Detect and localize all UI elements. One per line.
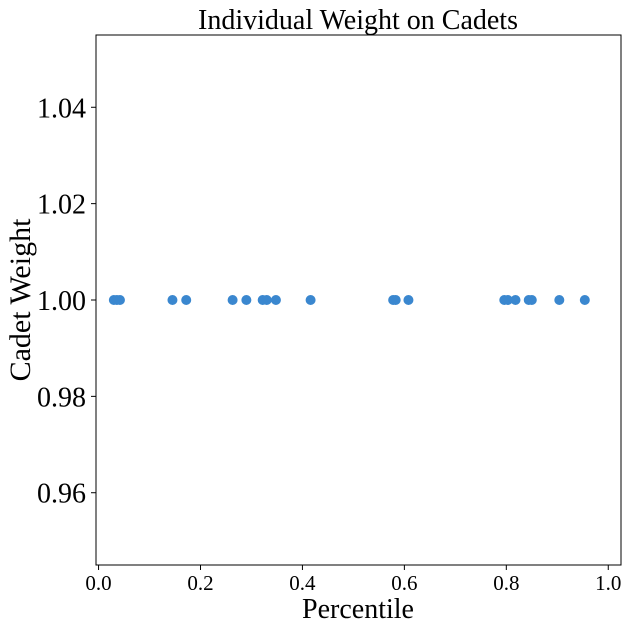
data-point [403,295,414,305]
y-tick-label: 0.96 [37,479,86,510]
data-point [554,295,565,305]
data-point [261,295,272,305]
data-point [390,295,401,305]
data-point [270,295,281,305]
x-axis-label: Percentile [302,594,414,625]
y-tick-label: 0.98 [37,382,86,413]
x-tick-label: 0.4 [289,571,316,595]
data-point [167,295,178,305]
data-points [108,295,590,305]
y-tick-label: 1.04 [37,93,86,124]
x-tick-label: 0.2 [187,571,213,595]
x-tick-label: 0.8 [493,571,519,595]
y-axis: 0.96 0.98 1.00 1.02 1.04 [37,93,96,510]
data-point [241,295,252,305]
data-point [181,295,192,305]
data-point [114,295,125,305]
x-tick-label: 0.6 [391,571,417,595]
data-point [227,295,238,305]
x-tick-label: 0.0 [85,571,111,595]
y-tick-label: 1.00 [37,286,86,317]
data-point [502,295,513,305]
y-axis-label: Cadet Weight [4,218,37,381]
data-point [579,295,590,305]
y-tick-label: 1.02 [37,190,86,221]
chart-title: Individual Weight on Cadets [198,5,518,36]
x-tick-label: 1.0 [595,571,621,595]
x-axis: 0.0 0.2 0.4 0.6 0.8 1.0 [85,565,621,595]
data-point [305,295,316,305]
data-point [526,295,537,305]
data-point [510,295,521,305]
